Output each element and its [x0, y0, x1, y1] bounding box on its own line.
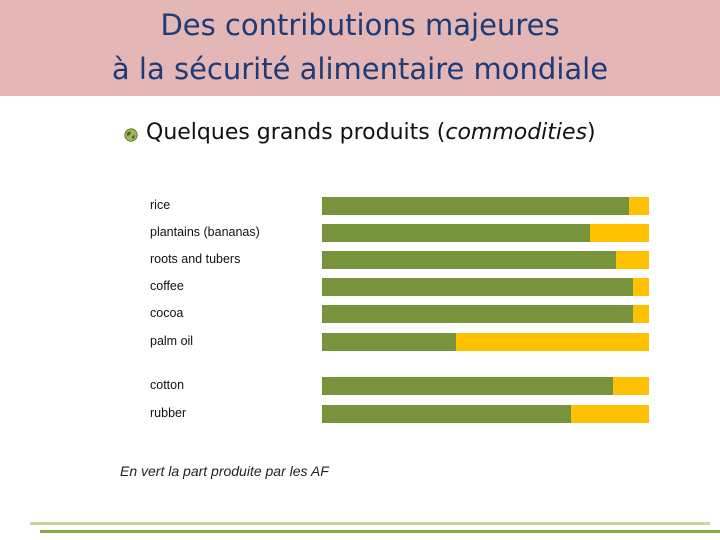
bar-label: coffee: [150, 279, 184, 293]
footer-rule-light: [30, 522, 710, 525]
bullet-text-suffix: ): [587, 120, 596, 145]
bar-segment-green: [322, 305, 633, 323]
bar-segment-yellow: [570, 405, 649, 423]
bar-segment-yellow: [613, 377, 649, 395]
bar-segment-green: [322, 377, 614, 395]
chart-caption: En vert la part produite par les AF: [120, 463, 329, 479]
globe-bullet-icon: [124, 128, 138, 142]
footer-rule-dark: [40, 530, 720, 533]
bar-segment-yellow: [632, 278, 649, 296]
page-title-line-1: Des contributions majeures: [160, 8, 560, 42]
bar-label: rubber: [150, 406, 187, 420]
bullet-text-prefix: Quelques grands produits (: [146, 120, 446, 145]
title-band: [0, 0, 720, 96]
bar-segment-green: [322, 224, 591, 242]
bar-segment-yellow: [590, 224, 649, 242]
commodities-bar-chart: rice plantains (bananas) roots and tubers c…: [150, 185, 670, 430]
bar-label: plantains (bananas): [150, 225, 260, 239]
bar-segment-yellow: [629, 197, 649, 215]
bar-label: palm oil: [150, 334, 194, 348]
bar-segment-green: [322, 251, 617, 269]
bar-label: rice: [150, 198, 171, 212]
bar-segment-green: [322, 405, 571, 423]
bar-label: cotton: [150, 378, 185, 392]
bar-segment-green: [322, 197, 630, 215]
bar-label: cocoa: [150, 306, 184, 320]
bar-segment-green: [322, 333, 457, 351]
bar-segment-green: [322, 278, 633, 296]
page-title-line-2: à la sécurité alimentaire mondiale: [111, 52, 609, 86]
bullet-text: Quelques grands produits (commodities): [146, 120, 596, 145]
bullet-text-italic: commodities: [445, 120, 588, 145]
bar-segment-yellow: [616, 251, 649, 269]
bar-segment-yellow: [456, 333, 649, 351]
bar-segment-yellow: [632, 305, 649, 323]
bar-label: roots and tubers: [150, 252, 241, 266]
